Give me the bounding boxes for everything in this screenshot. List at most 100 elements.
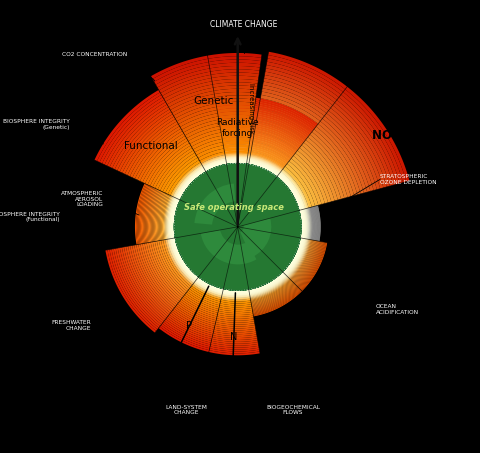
Polygon shape	[220, 304, 252, 307]
Polygon shape	[173, 165, 204, 198]
Polygon shape	[226, 160, 249, 163]
Polygon shape	[114, 248, 161, 326]
Polygon shape	[214, 328, 256, 332]
Polygon shape	[220, 127, 255, 130]
Circle shape	[175, 164, 300, 289]
Polygon shape	[304, 209, 307, 239]
Polygon shape	[217, 111, 258, 115]
Polygon shape	[248, 153, 284, 169]
Polygon shape	[182, 296, 218, 315]
Polygon shape	[252, 285, 297, 309]
Polygon shape	[165, 158, 199, 194]
Polygon shape	[289, 240, 311, 279]
Polygon shape	[253, 288, 300, 313]
Polygon shape	[297, 241, 321, 286]
Circle shape	[175, 164, 301, 290]
Circle shape	[175, 164, 300, 290]
Polygon shape	[307, 208, 310, 239]
Polygon shape	[298, 241, 322, 287]
Polygon shape	[167, 316, 212, 339]
Polygon shape	[252, 288, 299, 313]
Polygon shape	[163, 195, 171, 240]
Polygon shape	[140, 185, 150, 244]
Polygon shape	[292, 240, 313, 281]
Polygon shape	[153, 145, 192, 188]
Polygon shape	[179, 108, 254, 127]
Polygon shape	[223, 141, 252, 144]
Polygon shape	[193, 283, 222, 298]
Circle shape	[165, 154, 310, 299]
Polygon shape	[260, 98, 364, 194]
Circle shape	[175, 164, 300, 289]
Polygon shape	[138, 244, 177, 306]
Polygon shape	[296, 241, 320, 286]
Polygon shape	[258, 108, 354, 197]
Polygon shape	[253, 111, 310, 136]
Polygon shape	[259, 101, 360, 195]
Polygon shape	[132, 245, 173, 311]
Polygon shape	[315, 206, 318, 241]
Polygon shape	[306, 208, 309, 239]
Circle shape	[175, 164, 300, 289]
Polygon shape	[159, 241, 190, 290]
Polygon shape	[256, 121, 341, 200]
Polygon shape	[164, 79, 258, 101]
Polygon shape	[215, 326, 256, 330]
Polygon shape	[170, 198, 177, 239]
Polygon shape	[219, 120, 256, 123]
Polygon shape	[171, 238, 197, 280]
Polygon shape	[251, 148, 315, 207]
Polygon shape	[253, 290, 301, 316]
Polygon shape	[263, 82, 380, 189]
Polygon shape	[227, 162, 249, 164]
Polygon shape	[124, 246, 168, 318]
Polygon shape	[209, 348, 260, 353]
Circle shape	[175, 164, 301, 290]
Polygon shape	[252, 145, 318, 206]
Polygon shape	[314, 206, 318, 241]
Text: BIOSPHERE INTEGRITY
(Genetic): BIOSPHERE INTEGRITY (Genetic)	[3, 119, 70, 130]
Polygon shape	[255, 125, 338, 201]
Polygon shape	[223, 143, 252, 146]
Polygon shape	[299, 242, 324, 289]
Circle shape	[172, 161, 303, 293]
Polygon shape	[165, 319, 211, 342]
Polygon shape	[222, 294, 250, 298]
Polygon shape	[310, 207, 313, 240]
Polygon shape	[204, 160, 247, 172]
Polygon shape	[267, 58, 403, 183]
Polygon shape	[316, 206, 320, 241]
Polygon shape	[115, 109, 171, 171]
Polygon shape	[220, 124, 256, 127]
Circle shape	[175, 164, 301, 290]
Polygon shape	[223, 145, 252, 147]
Text: Genetic: Genetic	[193, 96, 233, 106]
Polygon shape	[136, 184, 147, 245]
Polygon shape	[249, 272, 284, 291]
Polygon shape	[259, 105, 358, 196]
Polygon shape	[167, 86, 257, 107]
Polygon shape	[298, 241, 323, 288]
Polygon shape	[251, 282, 293, 304]
Text: P: P	[186, 321, 192, 331]
Polygon shape	[302, 209, 305, 239]
Polygon shape	[185, 121, 252, 138]
Polygon shape	[255, 104, 314, 130]
Circle shape	[175, 164, 300, 289]
Polygon shape	[162, 76, 259, 99]
Polygon shape	[252, 125, 301, 147]
Polygon shape	[217, 313, 253, 317]
Polygon shape	[177, 105, 255, 124]
Polygon shape	[253, 289, 301, 315]
Circle shape	[176, 164, 300, 289]
Circle shape	[176, 164, 300, 289]
Polygon shape	[178, 302, 216, 322]
Polygon shape	[255, 98, 318, 125]
Polygon shape	[146, 242, 182, 300]
Polygon shape	[200, 150, 248, 164]
Circle shape	[175, 164, 300, 290]
Polygon shape	[161, 240, 191, 288]
Polygon shape	[155, 148, 193, 189]
Polygon shape	[310, 207, 312, 240]
Polygon shape	[289, 239, 310, 279]
